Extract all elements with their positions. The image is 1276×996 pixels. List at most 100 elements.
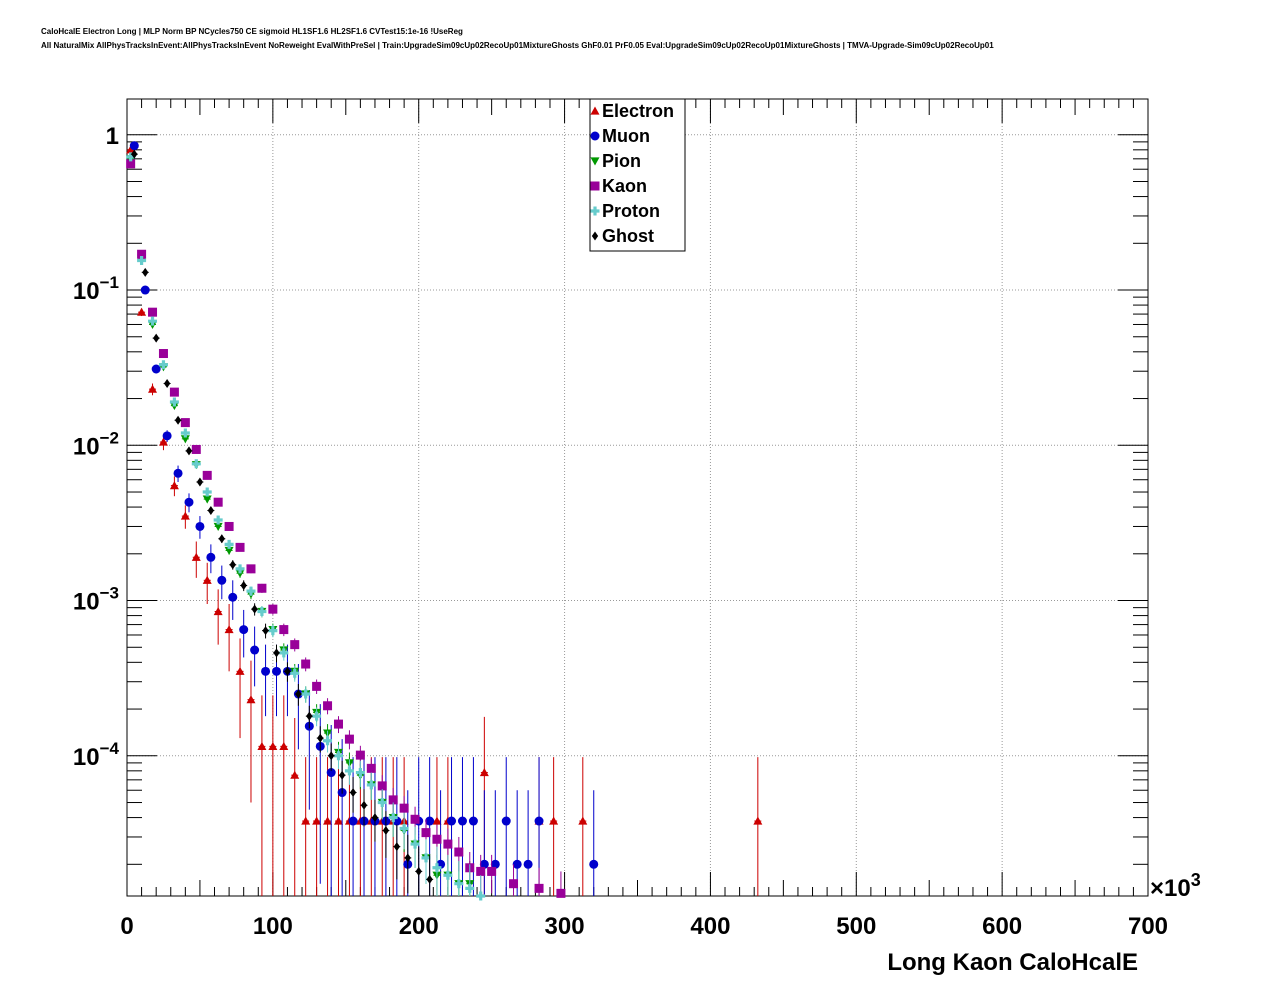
data-point — [534, 883, 544, 893]
data-point — [312, 681, 322, 691]
data-point — [137, 255, 147, 265]
data-point — [213, 515, 223, 525]
data-point — [191, 444, 201, 454]
data-point — [410, 814, 420, 824]
data-point — [388, 795, 398, 805]
data-point — [126, 152, 136, 162]
data-point — [191, 459, 201, 469]
y-tick-label: 10−1 — [73, 273, 119, 305]
data-point — [250, 645, 260, 655]
data-point — [382, 826, 390, 836]
legend-entry-electron: Electron — [590, 101, 674, 121]
data-point — [279, 625, 289, 635]
y-tick-labels: 1 10−1 10−2 10−3 10−4 — [73, 123, 120, 771]
data-point — [306, 711, 313, 721]
x-tick-label: 700 — [1128, 913, 1168, 940]
data-point — [202, 495, 212, 504]
data-point — [180, 428, 190, 438]
data-point — [549, 816, 559, 825]
data-point — [338, 770, 346, 780]
data-point — [323, 701, 333, 711]
data-point — [202, 575, 212, 584]
data-point — [589, 859, 599, 869]
data-point — [487, 866, 497, 876]
series-kaon — [126, 159, 566, 898]
x-tick-label: 100 — [253, 913, 293, 940]
data-point — [202, 487, 212, 497]
y-tick-label: 10−4 — [73, 739, 120, 771]
data-point — [174, 415, 182, 425]
data-point — [349, 788, 357, 798]
data-point — [180, 511, 190, 520]
x-tick-label: 200 — [399, 913, 439, 940]
data-point — [148, 316, 158, 326]
data-point — [224, 539, 234, 549]
data-point — [290, 640, 300, 650]
legend-entry-muon: Muon — [590, 126, 650, 146]
data-point — [284, 666, 291, 676]
data-point — [148, 307, 158, 317]
data-point — [268, 604, 278, 614]
data-point — [523, 859, 533, 869]
legend-label: Muon — [602, 126, 650, 146]
legend-box — [589, 98, 686, 252]
data-point — [388, 813, 398, 823]
x-axis-multiplier-exponent: 3 — [1191, 870, 1201, 890]
data-point — [196, 477, 204, 487]
grid-layer — [127, 99, 1148, 896]
data-point — [355, 768, 365, 778]
data-point — [262, 626, 269, 636]
data-point — [447, 816, 457, 826]
data-point — [323, 816, 333, 825]
data-point — [169, 397, 179, 407]
data-point — [235, 569, 245, 578]
chart-title-line-2: All NaturalMix AllPhysTracksInEvent:AllP… — [41, 41, 994, 50]
tick-layer — [126, 99, 1149, 896]
x-axis-multiplier: ×103 — [1150, 870, 1201, 902]
data-point — [213, 522, 223, 531]
series-muon — [129, 141, 599, 896]
legend-marker — [590, 106, 600, 115]
x-tick-label: 300 — [545, 913, 585, 940]
data-point — [158, 349, 168, 359]
data-point — [344, 734, 354, 744]
data-point — [326, 768, 336, 778]
data-point — [290, 770, 300, 779]
legend-label: Electron — [602, 101, 674, 121]
data-point — [421, 853, 431, 863]
data-point — [426, 874, 433, 884]
legend-marker — [590, 131, 600, 141]
legend-entry-kaon: Kaon — [590, 176, 647, 196]
data-point — [257, 606, 267, 616]
data-point — [195, 521, 205, 531]
data-point — [360, 800, 368, 810]
x-tick-labels: 0 100 200 300 400 500 600 700 — [120, 913, 1168, 940]
data-point — [404, 853, 411, 863]
data-point — [425, 816, 435, 826]
data-point — [162, 431, 172, 441]
data-point — [295, 689, 302, 699]
data-point — [217, 575, 227, 585]
data-point — [476, 891, 486, 901]
legend-label: Kaon — [602, 176, 647, 196]
data-point — [399, 824, 409, 834]
data-point — [240, 580, 247, 590]
data-point — [207, 506, 215, 516]
data-point — [246, 586, 256, 596]
data-point — [312, 816, 322, 825]
data-point — [246, 695, 256, 704]
data-point — [224, 546, 234, 556]
data-point — [317, 733, 324, 743]
y-tick-label: 10−3 — [73, 584, 119, 616]
data-point — [140, 285, 150, 295]
data-point — [129, 141, 139, 151]
data-point — [301, 659, 311, 669]
data-point — [355, 750, 365, 760]
data-point — [191, 552, 201, 561]
legend-entry-proton: Proton — [590, 201, 660, 221]
data-point — [454, 847, 464, 857]
x-axis-title: Long Kaon CaloHcalE — [887, 949, 1138, 976]
data-point — [153, 333, 160, 343]
data-point — [333, 719, 343, 729]
